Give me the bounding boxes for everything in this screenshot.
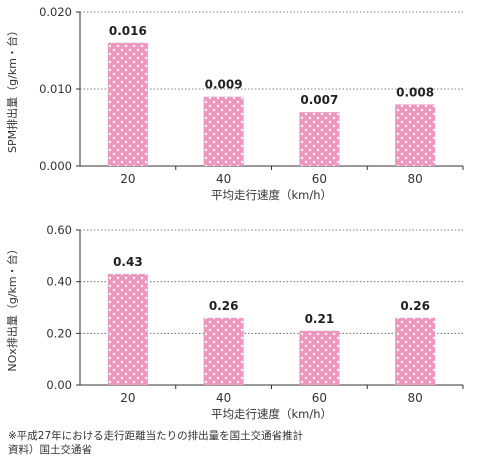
data-label: 0.43 [113, 255, 143, 269]
bar [107, 273, 148, 385]
x-tick-label: 20 [120, 391, 135, 405]
data-label: 0.009 [205, 78, 243, 92]
y-tick-label: 0.020 [39, 5, 72, 19]
footnote-estimate: ※平成27年における走行距離当たりの排出量を国土交通省推計 [8, 430, 304, 442]
y-tick-label: 0.010 [39, 82, 72, 96]
y-tick-label: 0.40 [46, 275, 72, 289]
x-axis-title: 平均走行速度（km/h） [211, 188, 332, 202]
data-label: 0.007 [300, 93, 338, 107]
y-tick-label: 0.000 [39, 159, 72, 173]
data-label: 0.008 [396, 85, 434, 99]
x-tick-label: 20 [120, 172, 135, 186]
y-tick-label: 0.20 [46, 326, 72, 340]
x-tick-label: 40 [216, 172, 231, 186]
bar [299, 112, 340, 166]
bar [299, 330, 340, 385]
x-tick-label: 60 [312, 172, 327, 186]
y-axis-title: NOx排出量（g/km・台） [5, 243, 19, 371]
y-tick-label: 0.00 [46, 378, 72, 392]
bar [203, 317, 244, 385]
x-tick-label: 80 [407, 391, 422, 405]
y-axis-title: SPM排出量（g/km・台） [5, 25, 19, 153]
data-label: 0.016 [109, 24, 147, 38]
data-label: 0.21 [305, 312, 335, 326]
y-tick-label: 0.60 [46, 223, 72, 237]
nox-chart: 0.00 0.20 0.40 0.60 0.43 20 0.26 40 0.21 60 0.26 80… [5, 223, 464, 421]
bar [203, 96, 244, 166]
bar [107, 42, 148, 166]
spm-chart: 0.000 0.010 0.020 0.016 20 0.009 40 0.007 60 0.00… [5, 5, 464, 202]
x-tick-label: 40 [216, 391, 231, 405]
data-label: 0.26 [400, 299, 430, 313]
footnote-source: 資料）国土交通省 [8, 444, 92, 456]
x-axis-title: 平均走行速度（km/h） [211, 407, 332, 421]
x-tick-label: 80 [407, 172, 422, 186]
x-tick-label: 60 [312, 391, 327, 405]
bar [395, 104, 436, 166]
data-label: 0.26 [209, 299, 239, 313]
bar [395, 317, 436, 385]
